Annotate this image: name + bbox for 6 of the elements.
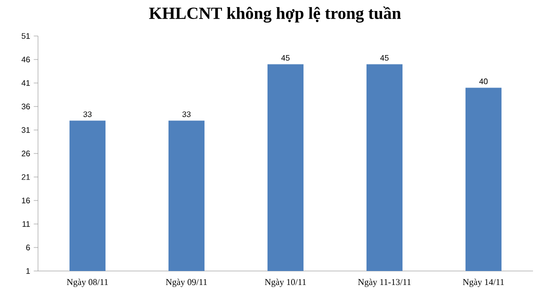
x-tick-label: Ngày 10/11 (264, 278, 306, 287)
x-tick-label: Ngày 09/11 (166, 278, 207, 287)
x-tick-label: Ngày 14/11 (462, 278, 504, 287)
x-tick-label: Ngày 11-13/11 (358, 278, 411, 287)
chart-title: KHLCNT không hợp lệ trong tuần (149, 6, 401, 23)
x-tick-label: Ngày 08/11 (66, 278, 108, 287)
